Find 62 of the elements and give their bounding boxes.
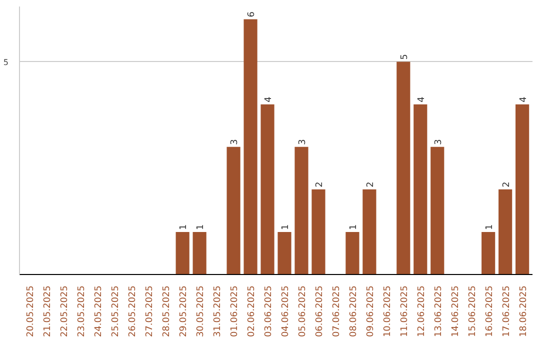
x-tick-label: 06.06.2025	[314, 286, 325, 338]
bar	[430, 146, 444, 274]
data-label: 2	[366, 182, 376, 188]
x-tick-label: 22.05.2025	[60, 286, 70, 338]
x-tick-label: 13.06.2025	[434, 286, 444, 338]
x-tick-label: 03.06.2025	[264, 286, 274, 338]
data-label: 1	[196, 224, 206, 230]
x-tick-label: 08.06.2025	[348, 286, 359, 338]
bar	[312, 189, 326, 274]
x-tick-label: 28.05.2025	[162, 286, 172, 338]
bar	[516, 104, 530, 274]
x-tick-label: 23.05.2025	[77, 286, 88, 338]
x-tick-label: 15.06.2025	[468, 286, 478, 338]
x-tick-label: 10.06.2025	[382, 286, 393, 338]
x-tick-label: 02.06.2025	[247, 286, 258, 338]
x-tick-label: 24.05.2025	[94, 286, 104, 338]
x-tick-label: 30.05.2025	[196, 286, 206, 338]
x-tick-label: 01.06.2025	[230, 286, 240, 338]
bar	[260, 104, 274, 274]
data-label: 1	[484, 224, 495, 230]
data-label: 5	[400, 54, 410, 60]
bar	[396, 62, 410, 274]
bar	[192, 232, 206, 274]
data-label: 1	[280, 224, 291, 230]
bar	[362, 189, 376, 274]
data-label: 6	[247, 11, 258, 18]
bar	[346, 232, 360, 274]
x-tick-label: 21.05.2025	[43, 286, 54, 338]
x-tick-label: 25.05.2025	[111, 286, 122, 338]
data-label: 2	[502, 182, 512, 188]
data-label: 2	[314, 182, 325, 188]
data-label: 4	[518, 96, 529, 102]
x-tick-label: 09.06.2025	[366, 286, 376, 338]
data-label: 4	[264, 96, 274, 102]
data-label: 1	[179, 224, 190, 230]
x-tick-label: 31.05.2025	[213, 286, 224, 338]
bar	[226, 146, 240, 274]
data-label: 4	[416, 96, 427, 102]
data-label: 1	[348, 224, 359, 230]
x-tick-label: 07.06.2025	[332, 286, 342, 338]
bar	[176, 232, 190, 274]
x-tick-label: 26.05.2025	[128, 286, 138, 338]
bar	[278, 232, 292, 274]
x-tick-label: 20.05.2025	[26, 286, 36, 338]
bar	[414, 104, 428, 274]
x-tick-label: 27.05.2025	[145, 286, 156, 338]
x-tick-label: 04.06.2025	[280, 286, 291, 338]
data-label: 3	[434, 139, 444, 145]
x-tick-label: 16.06.2025	[484, 286, 495, 338]
x-tick-label: 29.05.2025	[179, 286, 190, 338]
x-tick-label: 17.06.2025	[502, 286, 512, 338]
x-tick-label: 18.06.2025	[518, 286, 529, 338]
x-tick-label: 12.06.2025	[416, 286, 427, 338]
bar	[498, 189, 512, 274]
x-tick-label: 05.06.2025	[298, 286, 308, 338]
bar	[244, 19, 258, 274]
x-tick-label: 14.06.2025	[450, 286, 461, 338]
data-label: 3	[298, 139, 308, 145]
bar	[482, 232, 496, 274]
x-tick-label: 11.06.2025	[400, 286, 410, 338]
bar	[294, 146, 308, 274]
data-label: 3	[230, 139, 240, 145]
